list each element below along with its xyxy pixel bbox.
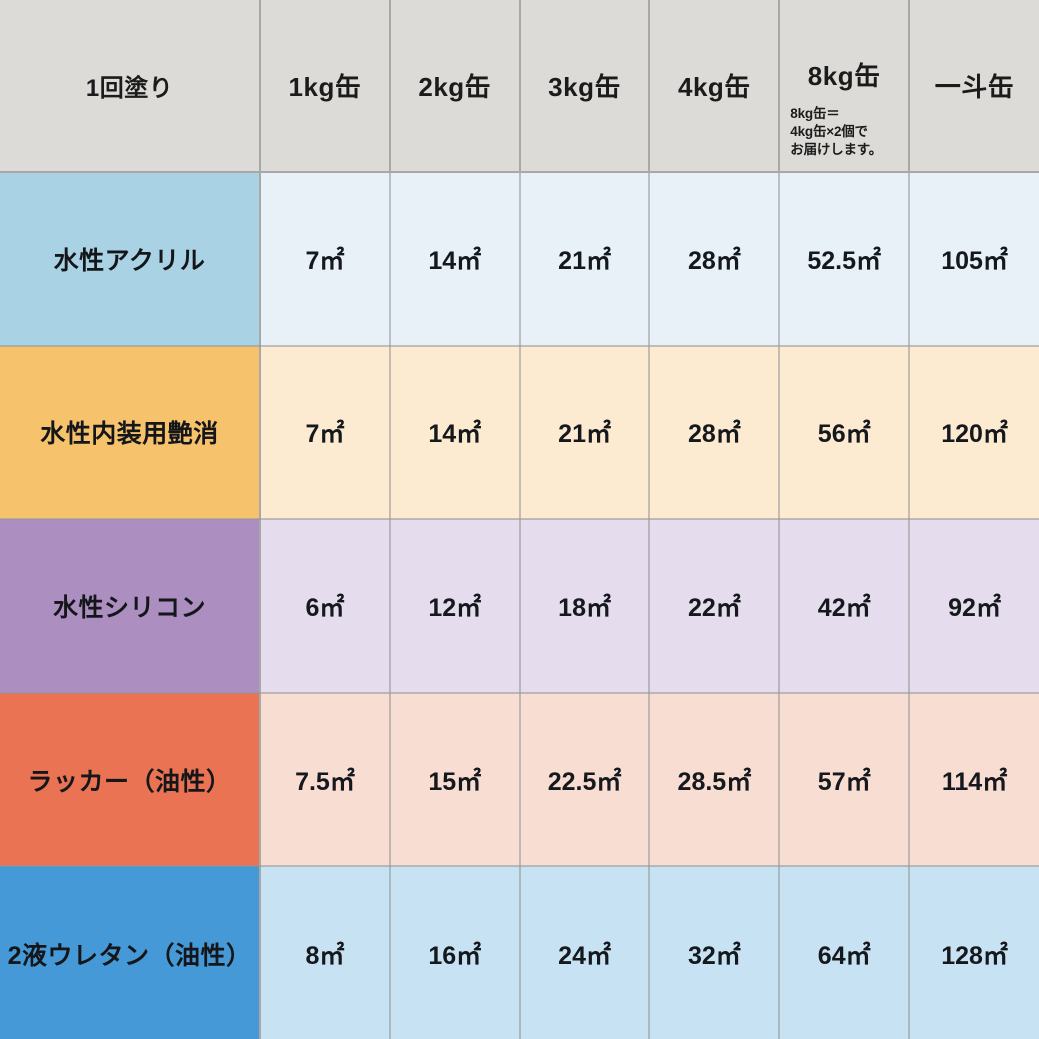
header-col-3kg-inner: 3kg缶 [521, 0, 649, 171]
header-col-1kg-label: 1kg缶 [288, 72, 362, 102]
header-col-8kg-note: 8kg缶＝ 4kg缶×2個で お届けします。 [790, 106, 883, 157]
table-header: 1回塗り 1kg缶 2kg缶 3kg缶 [0, 0, 1039, 173]
header-col-itto-inner: 一斗缶 [910, 0, 1039, 171]
table-body: 水性アクリル 7㎡ 14㎡ 21㎡ 28㎡ 52.5㎡ 105㎡ 水性内装用艶消… [0, 172, 1039, 1039]
table-row: 水性内装用艶消 7㎡ 14㎡ 21㎡ 28㎡ 56㎡ 120㎡ [0, 345, 1039, 521]
cell-silicone-1kg: 6㎡ [260, 519, 391, 694]
cell-acrylic-4kg: 28㎡ [649, 172, 781, 347]
table-row: 水性シリコン 6㎡ 12㎡ 18㎡ 22㎡ 42㎡ 92㎡ [0, 519, 1039, 694]
header-col-8kg-label: 8kg缶 [807, 61, 881, 91]
cell-interior-matte-3kg: 21㎡ [519, 345, 651, 521]
table-row: 2液ウレタン（油性） 8㎡ 16㎡ 24㎡ 32㎡ 64㎡ 128㎡ [0, 866, 1039, 1039]
cell-lacquer-4kg: 28.5㎡ [649, 692, 781, 868]
cell-interior-matte-itto: 120㎡ [909, 345, 1039, 521]
header-col-3kg: 3kg缶 [519, 0, 651, 173]
cell-acrylic-8kg: 52.5㎡ [779, 172, 911, 347]
cell-2k-urethane-3kg: 24㎡ [519, 866, 651, 1039]
header-corner-inner: 1回塗り [0, 0, 259, 171]
cell-acrylic-3kg: 21㎡ [519, 172, 651, 347]
row-label-silicone: 水性シリコン [0, 519, 262, 694]
header-col-4kg-inner: 4kg缶 [650, 0, 778, 171]
header-corner-label: 1回塗り [85, 75, 174, 102]
header-col-1kg: 1kg缶 [260, 0, 391, 173]
cell-silicone-2kg: 12㎡ [389, 519, 521, 694]
cell-silicone-3kg: 18㎡ [519, 519, 651, 694]
header-col-4kg: 4kg缶 [649, 0, 781, 173]
cell-silicone-itto: 92㎡ [909, 519, 1039, 694]
cell-lacquer-itto: 114㎡ [909, 692, 1039, 868]
header-row: 1回塗り 1kg缶 2kg缶 3kg缶 [0, 0, 1039, 173]
row-label-lacquer: ラッカー（油性） [0, 692, 262, 868]
cell-interior-matte-4kg: 28㎡ [649, 345, 781, 521]
header-col-8kg: 8kg缶 8kg缶＝ 4kg缶×2個で お届けします。 [779, 0, 911, 173]
cell-2k-urethane-8kg: 64㎡ [779, 866, 911, 1039]
row-label-2k-urethane: 2液ウレタン（油性） [0, 866, 262, 1039]
cell-2k-urethane-2kg: 16㎡ [389, 866, 521, 1039]
cell-interior-matte-8kg: 56㎡ [779, 345, 911, 521]
header-col-itto: 一斗缶 [909, 0, 1039, 173]
cell-2k-urethane-1kg: 8㎡ [260, 866, 391, 1039]
header-col-1kg-inner: 1kg缶 [261, 0, 389, 171]
table-row: 水性アクリル 7㎡ 14㎡ 21㎡ 28㎡ 52.5㎡ 105㎡ [0, 172, 1039, 347]
cell-acrylic-2kg: 14㎡ [389, 172, 521, 347]
table-row: ラッカー（油性） 7.5㎡ 15㎡ 22.5㎡ 28.5㎡ 57㎡ 114㎡ [0, 692, 1039, 868]
cell-acrylic-itto: 105㎡ [909, 172, 1039, 347]
header-col-4kg-label: 4kg缶 [677, 72, 751, 102]
header-corner-cell: 1回塗り [0, 0, 262, 173]
cell-lacquer-8kg: 57㎡ [779, 692, 911, 868]
row-label-interior-matte: 水性内装用艶消 [0, 345, 262, 521]
cell-2k-urethane-itto: 128㎡ [909, 866, 1039, 1039]
cell-silicone-8kg: 42㎡ [779, 519, 911, 694]
cell-lacquer-2kg: 15㎡ [389, 692, 521, 868]
header-col-3kg-label: 3kg缶 [548, 72, 621, 102]
cell-silicone-4kg: 22㎡ [649, 519, 781, 694]
header-col-2kg-label: 2kg缶 [418, 72, 492, 102]
cell-interior-matte-2kg: 14㎡ [389, 345, 521, 521]
row-label-acrylic: 水性アクリル [0, 172, 262, 347]
cell-lacquer-1kg: 7.5㎡ [260, 692, 391, 868]
header-col-2kg-inner: 2kg缶 [391, 0, 519, 171]
cell-acrylic-1kg: 7㎡ [260, 172, 391, 347]
cell-lacquer-3kg: 22.5㎡ [519, 692, 651, 868]
cell-2k-urethane-4kg: 32㎡ [649, 866, 781, 1039]
header-col-2kg: 2kg缶 [389, 0, 521, 173]
header-col-8kg-inner: 8kg缶 8kg缶＝ 4kg缶×2個で お届けします。 [780, 0, 908, 171]
cell-interior-matte-1kg: 7㎡ [260, 345, 391, 521]
header-col-itto-label: 一斗缶 [934, 72, 1015, 102]
